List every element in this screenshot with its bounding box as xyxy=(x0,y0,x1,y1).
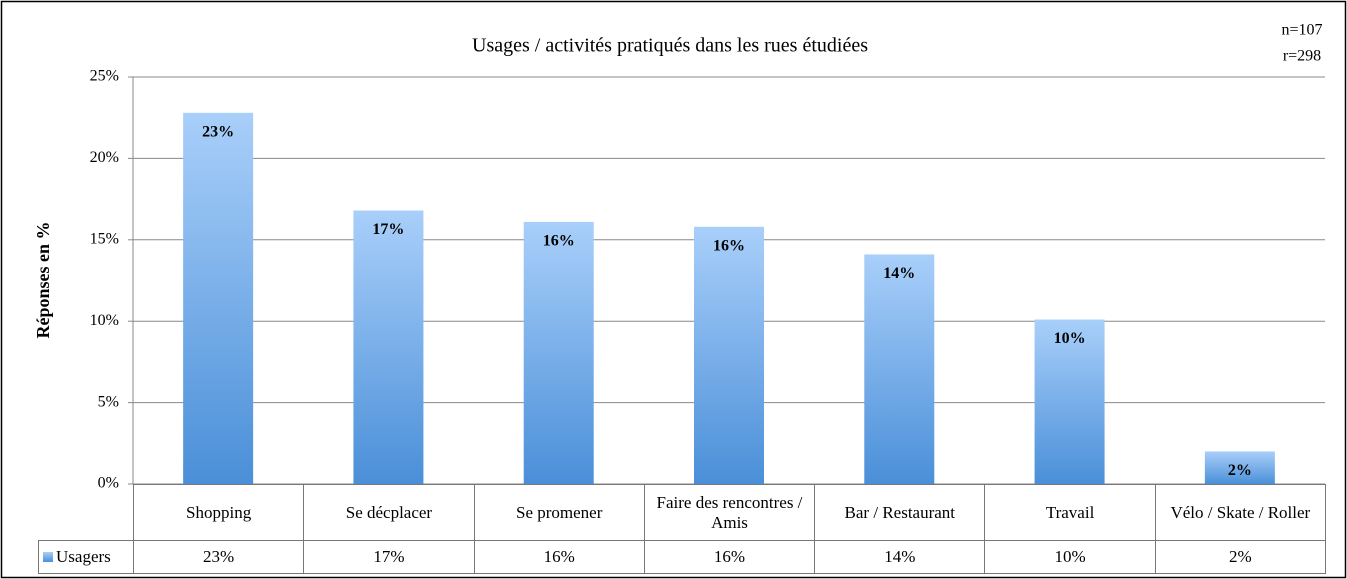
category-label: Shopping xyxy=(133,484,304,540)
chart-title: Usages / activités pratiqués dans les ru… xyxy=(472,35,868,57)
table-value: 2% xyxy=(1154,540,1325,573)
bar xyxy=(1204,451,1275,484)
data-label: 16% xyxy=(713,237,745,254)
table-border xyxy=(38,573,1326,574)
y-tick-label: 25% xyxy=(90,68,119,85)
y-tick-label: 0% xyxy=(98,475,119,492)
y-axis-label: Réponses en % xyxy=(33,221,53,338)
table-border xyxy=(1325,484,1326,573)
data-label: 2% xyxy=(1228,462,1252,479)
data-label: 17% xyxy=(372,221,404,238)
category-label: Se décplacer xyxy=(303,484,474,540)
category-label: Travail xyxy=(984,484,1155,540)
bar xyxy=(864,254,935,484)
category-label: Se promener xyxy=(473,484,644,540)
bar xyxy=(694,226,764,484)
bar xyxy=(1034,319,1105,484)
y-tick-label: 20% xyxy=(90,149,119,166)
legend-label: Usagers xyxy=(56,547,111,566)
y-tick-label: 5% xyxy=(98,393,119,410)
table-value: 16% xyxy=(473,540,644,573)
data-label: 23% xyxy=(202,123,234,140)
y-tick-label: 15% xyxy=(90,230,119,247)
annotation: n=107 xyxy=(1281,22,1322,39)
legend-swatch xyxy=(43,552,53,562)
bar xyxy=(353,210,424,484)
data-label: 10% xyxy=(1054,330,1086,347)
category-label: Bar / Restaurant xyxy=(814,484,985,540)
data-label: 16% xyxy=(543,233,575,250)
table-value: 17% xyxy=(303,540,474,573)
category-label: Faire des rencontres / Amis xyxy=(643,484,815,540)
annotation: r=298 xyxy=(1283,48,1321,65)
bar xyxy=(183,112,254,484)
y-tick-label: 10% xyxy=(90,312,119,329)
category-label: Vélo / Skate / Roller xyxy=(1154,484,1325,540)
bar xyxy=(523,221,594,484)
data-label: 14% xyxy=(883,265,915,282)
table-value: 10% xyxy=(984,540,1155,573)
table-value: 14% xyxy=(814,540,985,573)
table-value: 16% xyxy=(643,540,815,573)
table-value: 23% xyxy=(133,540,304,573)
legend: Usagers xyxy=(38,540,133,573)
